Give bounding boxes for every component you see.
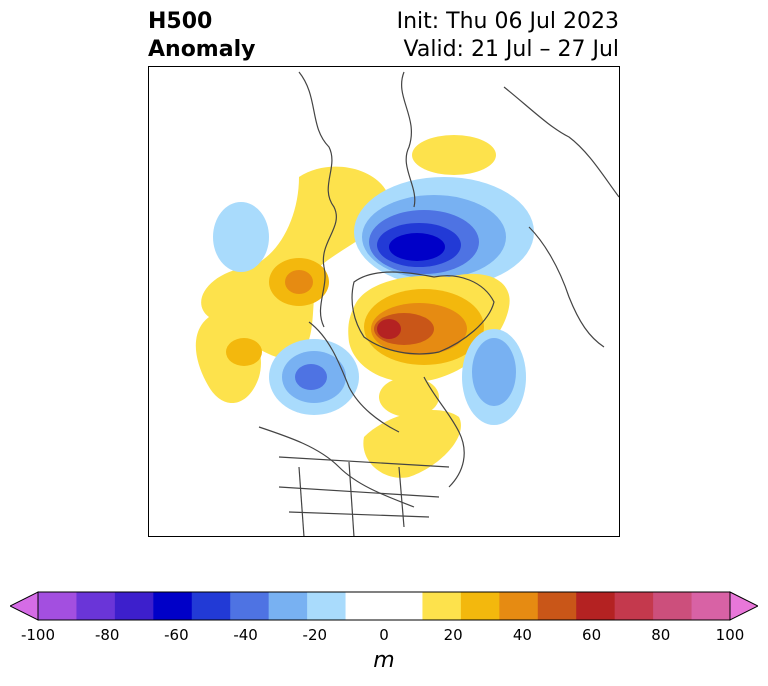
colorbar-tick-label: 0 xyxy=(379,626,389,644)
colorbar-tick-label: 80 xyxy=(651,626,671,644)
colorbar-border xyxy=(37,591,731,621)
colorbar-swatch xyxy=(537,592,577,620)
colorbar-swatch xyxy=(268,592,308,620)
anomaly-eastern-us-positive xyxy=(363,377,461,478)
coastlines xyxy=(258,71,619,536)
anomaly-north-atlantic-negative xyxy=(462,329,526,425)
anomaly-siberia-positive xyxy=(412,135,496,175)
colorbar-swatch xyxy=(653,592,693,620)
colorbar-tick-label: -20 xyxy=(302,626,328,644)
colorbar-tick-label: 20 xyxy=(443,626,463,644)
valid-range-label: Valid: 21 Jul – 27 Jul xyxy=(403,37,619,62)
colorbar-swatch xyxy=(691,592,731,620)
anomaly-west-negative xyxy=(213,202,269,272)
colorbar-swatch xyxy=(76,592,116,620)
colorbar-tick-label: -40 xyxy=(233,626,258,644)
colorbar-tick-label: 40 xyxy=(512,626,532,644)
colorbar-swatch xyxy=(345,592,385,620)
colorbar-tick-label: -80 xyxy=(94,626,120,644)
map-canvas xyxy=(149,67,619,536)
colorbar xyxy=(8,590,760,622)
colorbar-extend-max xyxy=(729,591,760,621)
colorbar-swatch xyxy=(307,592,347,620)
colorbar-swatch xyxy=(230,592,270,620)
anomaly-west-russia-positive xyxy=(201,166,390,359)
variable-subtitle: Anomaly xyxy=(148,37,256,62)
init-date-label: Init: Thu 06 Jul 2023 xyxy=(396,9,619,34)
colorbar-extend-min xyxy=(8,591,39,621)
colorbar-swatch xyxy=(191,592,231,620)
colorbar-svg xyxy=(8,591,760,621)
anomaly-europe-positive xyxy=(195,315,262,404)
variable-title: H500 xyxy=(148,9,213,34)
colorbar-tick-label: -60 xyxy=(164,626,189,644)
colorbar-swatch xyxy=(499,592,539,620)
anomaly-map xyxy=(148,66,620,537)
colorbar-swatch xyxy=(460,592,500,620)
colorbar-swatch xyxy=(153,592,193,620)
colorbar-swatch xyxy=(384,592,423,620)
anomaly-arctic-negative xyxy=(354,177,534,287)
colorbar-swatch xyxy=(422,592,462,620)
colorbar-tick-label: -100 xyxy=(20,626,56,644)
colorbar-swatch xyxy=(576,592,616,620)
colorbar-swatch xyxy=(614,592,654,620)
colorbar-swatch xyxy=(38,592,77,620)
title-block-left: H500 Anomaly xyxy=(148,8,255,64)
colorbar-swatch xyxy=(114,592,154,620)
colorbar-tick-label: 100 xyxy=(715,626,745,644)
colorbar-unit-label: m xyxy=(373,648,395,673)
colorbar-tick-label: 60 xyxy=(582,626,602,644)
title-block-right: Init: Thu 06 Jul 2023 Valid: 21 Jul – 27… xyxy=(397,8,619,64)
